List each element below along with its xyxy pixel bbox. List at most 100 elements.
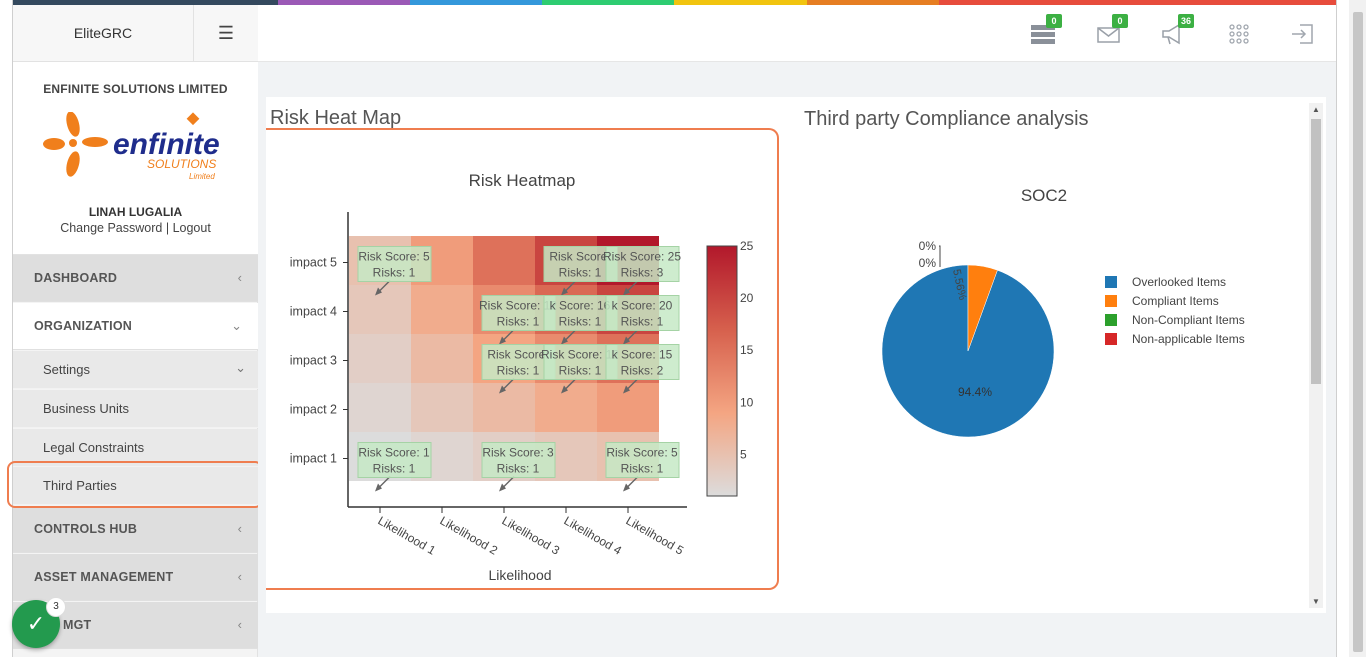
legend-swatch bbox=[1105, 314, 1117, 326]
legend-swatch bbox=[1105, 295, 1117, 307]
risk-heat-map-title: Risk Heat Map bbox=[270, 107, 402, 129]
nav-organization-label: ORGANIZATION bbox=[34, 319, 132, 333]
chevron-left-icon: ‹ bbox=[237, 617, 242, 632]
annotation-arrow-head bbox=[499, 385, 506, 394]
nav-controls-hub[interactable]: CONTROLS HUB ‹ bbox=[13, 506, 258, 553]
brand-bar: EliteGRC ☰ bbox=[13, 5, 258, 62]
nav-settings-label: Settings bbox=[43, 362, 90, 377]
risk-heatmap-chart: Risk Heatmap impact 1 impact 2 impact 3 impa… bbox=[290, 171, 754, 583]
heatmap-cell bbox=[411, 334, 473, 383]
nav-third-parties[interactable]: Third Parties bbox=[13, 467, 258, 505]
annotation-score: Risk Score: bbox=[487, 348, 548, 362]
server-icon-button[interactable]: 0 bbox=[1028, 14, 1062, 48]
panel-scrollbar[interactable]: ▲ ▼ bbox=[1309, 103, 1323, 608]
pie-slice bbox=[881, 264, 1055, 438]
page-scrollbar[interactable] bbox=[1349, 0, 1366, 657]
annotation-risks: Risks: 1 bbox=[373, 462, 416, 476]
colorbar-tick-label: 5 bbox=[740, 447, 747, 461]
stripe-segment bbox=[145, 0, 278, 5]
annotation-score: Risk Score: 25 bbox=[603, 250, 681, 264]
logo-tag: Limited bbox=[189, 172, 215, 181]
nav-controls-hub-label: CONTROLS HUB bbox=[34, 522, 138, 536]
third-parties-highlight bbox=[7, 461, 263, 508]
annotation-risks: Risks: 2 bbox=[621, 364, 664, 378]
x-axis-title: Likelihood bbox=[488, 567, 551, 583]
nav-organization[interactable]: ORGANIZATION ⌄ bbox=[13, 303, 258, 350]
company-name: ENFINITE SOLUTIONS LIMITED bbox=[43, 82, 228, 96]
logout-icon bbox=[1292, 24, 1313, 44]
annotation-score: Risk Score: 3 bbox=[482, 446, 554, 460]
profile-card: ENFINITE SOLUTIONS LIMITED enfinite SOLU… bbox=[13, 62, 258, 255]
annotation-score: Risk Score: 1 bbox=[358, 446, 430, 460]
y-tick-label: impact 3 bbox=[290, 354, 337, 368]
pie-leader-line bbox=[939, 245, 941, 267]
apps-grid-icon-button[interactable] bbox=[1224, 20, 1254, 48]
nav-asset-management[interactable]: ASSET MANAGEMENT ‹ bbox=[13, 554, 258, 601]
annotation-box bbox=[357, 442, 432, 478]
change-password-link[interactable]: Change Password bbox=[60, 221, 163, 235]
pie-slice bbox=[967, 264, 998, 352]
page-scroll-thumb[interactable] bbox=[1353, 12, 1363, 652]
x-tick-label: Likelihood 1 bbox=[376, 513, 439, 557]
annotation-risks: Risks: 1 bbox=[497, 462, 540, 476]
apps-grid-icon bbox=[1229, 24, 1249, 44]
pie-slice-label: 94.4% bbox=[958, 385, 992, 399]
colorbar-tick-label: 25 bbox=[740, 239, 754, 253]
heatmap-annotation: Risk Score: 5 Risks: 1 bbox=[357, 246, 432, 296]
legend-swatch bbox=[1105, 276, 1117, 288]
server-icon bbox=[1031, 25, 1055, 44]
panel-scroll-thumb[interactable] bbox=[1311, 119, 1321, 384]
legend-swatch bbox=[1105, 333, 1117, 345]
heatmap-cell bbox=[411, 383, 473, 432]
logo-sub: SOLUTIONS bbox=[147, 157, 216, 171]
annotation-box bbox=[357, 246, 432, 282]
server-badge: 0 bbox=[1046, 14, 1062, 28]
logo-wordmark: enfinite bbox=[113, 128, 220, 161]
sidebar: EliteGRC ☰ ENFINITE SOLUTIONS LIMITED en… bbox=[13, 5, 258, 657]
heatmap-annotation: Risk Score: 12 Risks: 1 bbox=[541, 344, 619, 394]
y-tick-label: impact 5 bbox=[290, 256, 337, 270]
logout-icon-button[interactable] bbox=[1288, 20, 1318, 48]
chevron-left-icon: ‹ bbox=[237, 270, 242, 285]
heatmap-annotation: k Score: 20 Risks: 1 bbox=[605, 295, 680, 345]
nav-dashboard[interactable]: DASHBOARD ‹ bbox=[13, 255, 258, 302]
compliance-analysis-title: Third party Compliance analysis bbox=[804, 108, 1089, 130]
nav-asset-management-label: ASSET MANAGEMENT bbox=[34, 570, 174, 584]
nav-settings[interactable]: Settings ⌄ bbox=[13, 351, 258, 389]
annotation-arrow-head bbox=[375, 483, 382, 492]
mail-icon-button[interactable]: 0 bbox=[1094, 14, 1128, 48]
chevron-down-icon: ⌄ bbox=[231, 318, 242, 333]
nav-legal-constraints[interactable]: Legal Constraints bbox=[13, 429, 258, 467]
frame-border-left bbox=[12, 0, 13, 657]
annotation-arrow-head bbox=[375, 287, 382, 296]
annotation-score: k Score: 16 bbox=[550, 299, 611, 313]
annotation-score: k Score: 20 bbox=[612, 299, 673, 313]
annotation-arrow-head bbox=[561, 336, 568, 345]
scroll-up-arrow-icon[interactable]: ▲ bbox=[1312, 105, 1320, 114]
annotation-box bbox=[481, 442, 556, 478]
logout-link[interactable]: Logout bbox=[172, 221, 211, 235]
annotation-score: Risk Score: 12 bbox=[541, 348, 619, 362]
app-name[interactable]: EliteGRC bbox=[13, 5, 194, 62]
profile-links: Change Password | Logout bbox=[13, 221, 258, 235]
menu-toggle-icon[interactable]: ☰ bbox=[217, 23, 235, 43]
stripe-segment bbox=[674, 0, 807, 5]
heatmap-highlight bbox=[266, 128, 779, 590]
user-name: LINAH LUGALIA bbox=[88, 205, 183, 219]
chevron-left-icon: ‹ bbox=[237, 521, 242, 536]
y-tick-label: impact 4 bbox=[290, 305, 337, 319]
scroll-down-arrow-icon[interactable]: ▼ bbox=[1312, 597, 1320, 606]
stripe-segment bbox=[409, 0, 543, 5]
nav-business-units-label: Business Units bbox=[43, 401, 129, 416]
chevron-down-icon: ⌄ bbox=[235, 360, 246, 375]
stripe-segment bbox=[806, 0, 940, 5]
nav-business-units[interactable]: Business Units bbox=[13, 390, 258, 428]
annotation-arrow-head bbox=[623, 336, 630, 345]
legend-label: Non-Compliant Items bbox=[1132, 313, 1245, 327]
stripe-segment bbox=[542, 0, 675, 5]
megaphone-icon-button[interactable]: 36 bbox=[1160, 14, 1194, 48]
heatmap-title: Risk Heatmap bbox=[469, 171, 576, 190]
heatmap-annotation: Risk Score: 25 Risks: 3 bbox=[603, 246, 681, 296]
heatmap-annotation: k Score: 16 Risks: 1 bbox=[543, 295, 618, 345]
